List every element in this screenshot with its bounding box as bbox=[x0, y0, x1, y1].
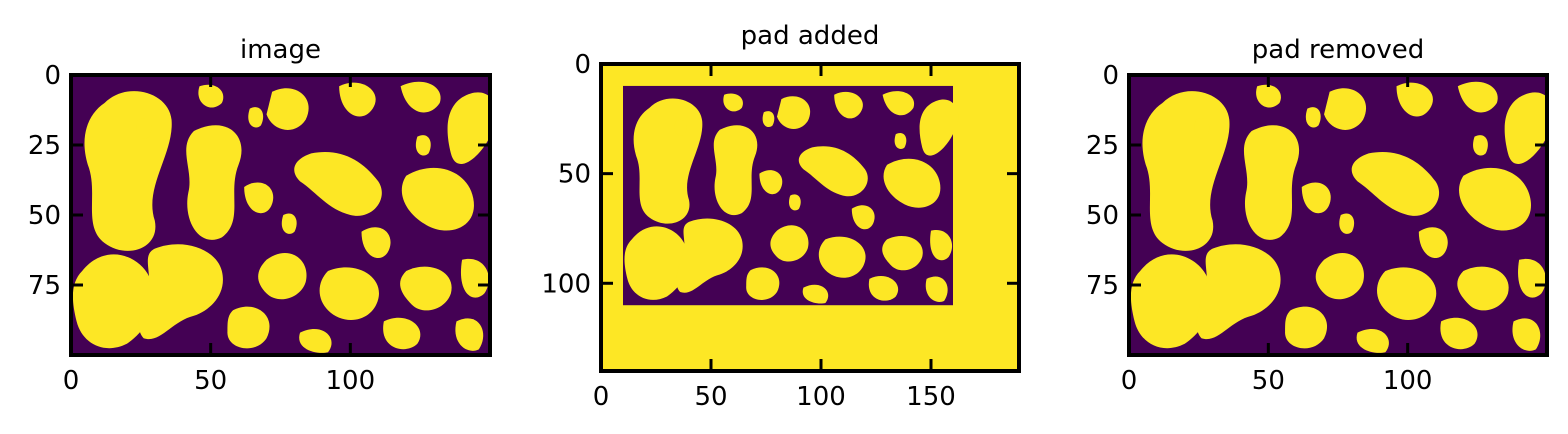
y-tick-label: 0 bbox=[44, 61, 61, 91]
x-tick-label: 0 bbox=[593, 382, 610, 412]
x-tick-label: 100 bbox=[796, 382, 846, 412]
x-tick-label: 50 bbox=[1252, 366, 1285, 396]
x-tick-label: 0 bbox=[1121, 366, 1138, 396]
y-tick-label: 50 bbox=[28, 201, 61, 231]
panel-title: pad removed bbox=[1252, 35, 1424, 65]
y-tick-label: 75 bbox=[1086, 271, 1119, 301]
x-tick-label: 100 bbox=[1383, 366, 1433, 396]
y-tick-label: 25 bbox=[1086, 131, 1119, 161]
y-tick-label: 0 bbox=[574, 50, 591, 80]
panel-image: 0 50 100 0 25 50 75 image bbox=[28, 35, 492, 396]
x-tick-label: 100 bbox=[326, 366, 376, 396]
y-tick-label: 25 bbox=[28, 131, 61, 161]
heatmap-image bbox=[601, 64, 1019, 371]
y-tick-label: 100 bbox=[541, 269, 591, 299]
heatmap-image bbox=[1129, 75, 1547, 355]
panel-title: image bbox=[240, 35, 321, 65]
y-tick-label: 75 bbox=[28, 271, 61, 301]
x-tick-label: 0 bbox=[63, 366, 80, 396]
panel-pad-removed: 0 50 100 0 25 50 75 pad removed bbox=[1086, 35, 1549, 396]
y-tick-label: 50 bbox=[1086, 201, 1119, 231]
y-tick-label: 0 bbox=[1102, 61, 1119, 91]
x-tick-label: 50 bbox=[194, 366, 227, 396]
panel-title: pad added bbox=[741, 21, 880, 51]
heatmap-image bbox=[71, 75, 490, 355]
x-tick-label: 50 bbox=[694, 382, 727, 412]
y-tick-label: 50 bbox=[558, 160, 591, 190]
axes-frame bbox=[599, 62, 1021, 373]
panel-pad-added: 0 50 100 150 0 50 100 pad added bbox=[541, 21, 1021, 412]
x-tick-label: 150 bbox=[906, 382, 956, 412]
